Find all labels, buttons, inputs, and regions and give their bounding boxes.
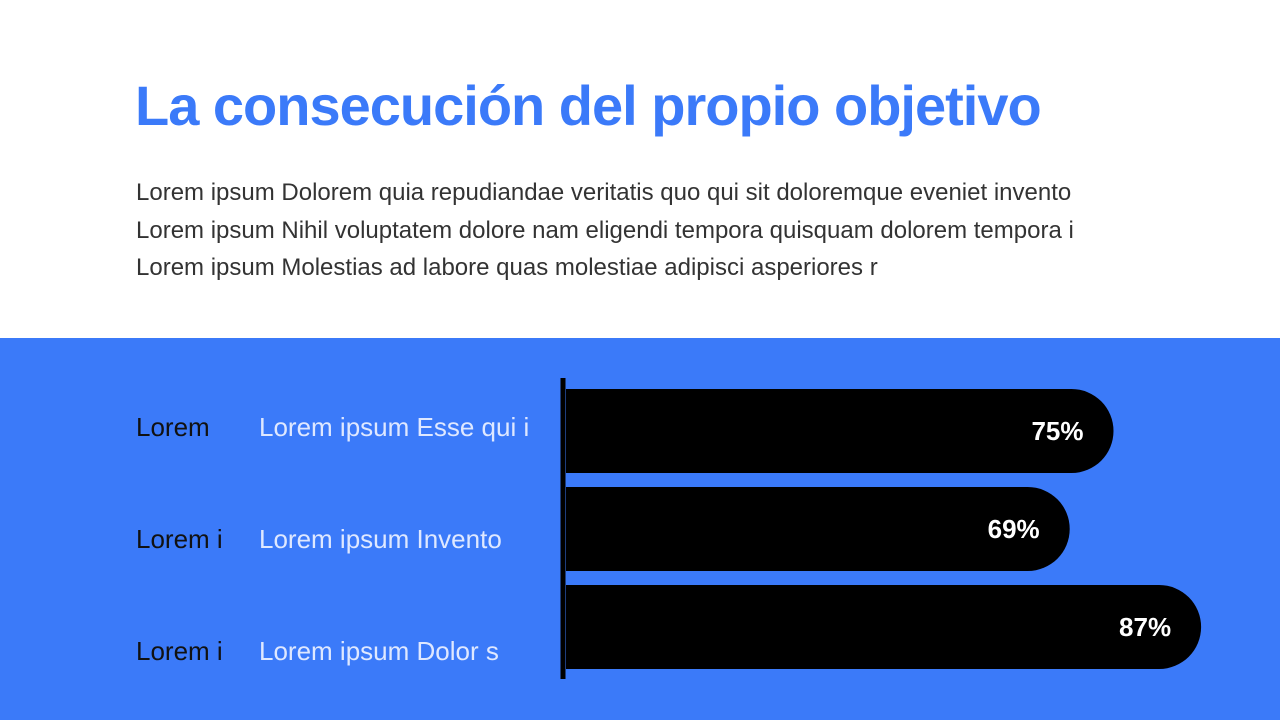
bar-value-label-1: 75% <box>1031 416 1083 446</box>
row-description-2: Lorem ipsum Invento <box>259 524 502 554</box>
intro-paragraph: Lorem ipsum Dolorem quia repudiandae ver… <box>136 174 1256 287</box>
bar-3 <box>566 585 1202 669</box>
row-description-1: Lorem ipsum Esse qui i <box>259 412 530 442</box>
intro-line-3: Lorem ipsum Molestias ad labore quas mol… <box>136 254 878 281</box>
bar-value-label-3: 87% <box>1119 612 1171 642</box>
row-label-2: Lorem i <box>136 524 223 554</box>
bar-2 <box>566 487 1070 571</box>
bar-1 <box>566 389 1114 473</box>
row-label-3: Lorem i <box>136 636 223 666</box>
intro-line-1: Lorem ipsum Dolorem quia repudiandae ver… <box>136 179 1072 206</box>
bar-value-label-2: 69% <box>988 514 1040 544</box>
page-title: La consecución del propio objetivo <box>135 74 1042 137</box>
row-label-1: Lorem <box>136 412 210 442</box>
row-description-3: Lorem ipsum Dolor s <box>259 636 499 666</box>
intro-line-2: Lorem ipsum Nihil voluptatem dolore nam … <box>136 216 1074 244</box>
